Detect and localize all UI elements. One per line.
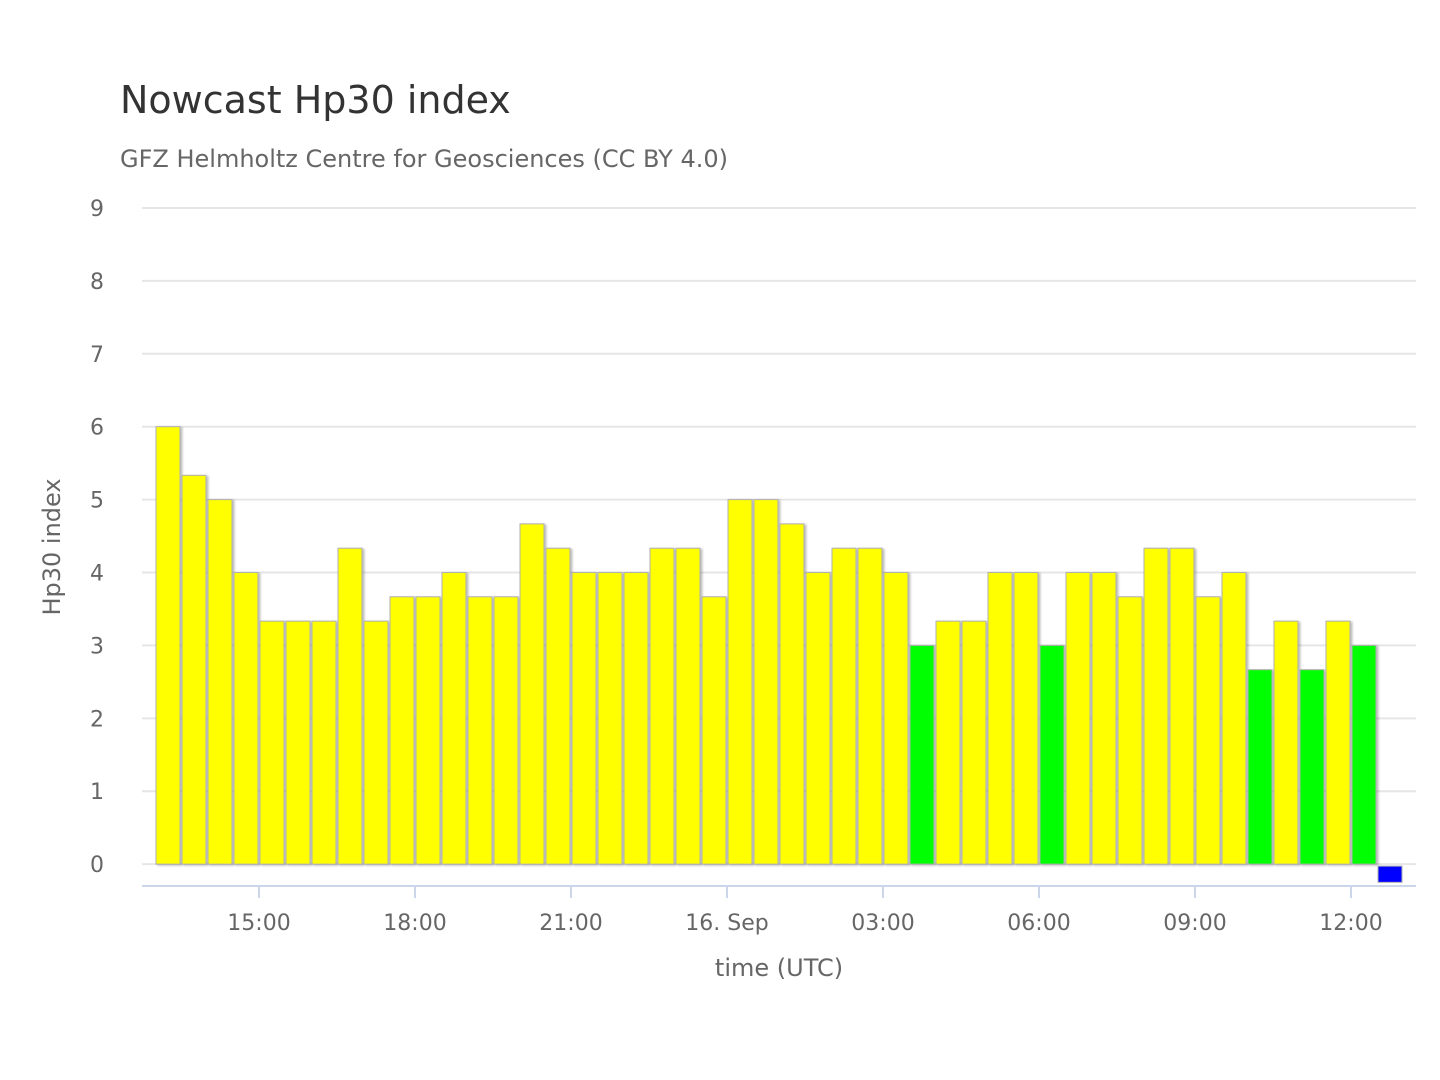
bar [259, 620, 285, 865]
bar [1065, 572, 1091, 865]
bar [1247, 669, 1273, 865]
y-tick-label: 6 [90, 416, 104, 441]
bar [1117, 596, 1143, 865]
bar [987, 572, 1013, 865]
bar [1273, 620, 1299, 865]
bar [1221, 572, 1247, 865]
bar [493, 596, 519, 865]
x-tick-label: 06:00 [1007, 911, 1070, 936]
x-tick-label: 09:00 [1163, 911, 1226, 936]
bar [1195, 596, 1221, 865]
y-tick-label: 8 [90, 270, 104, 295]
x-tick-label: 16. Sep [685, 911, 768, 936]
y-tick-label: 7 [90, 343, 104, 368]
bar [1143, 547, 1169, 865]
bar [441, 572, 467, 865]
bar [831, 547, 857, 865]
bar [311, 620, 337, 865]
x-tick-label: 03:00 [851, 911, 914, 936]
bar [649, 547, 675, 865]
bar [675, 547, 701, 865]
chart-subtitle: GFZ Helmholtz Centre for Geosciences (CC… [120, 145, 729, 173]
y-tick-label: 3 [90, 634, 104, 659]
bar [883, 572, 909, 865]
bar [909, 644, 935, 865]
bar [571, 572, 597, 865]
x-tick-label: 12:00 [1319, 911, 1382, 936]
bar [285, 620, 311, 865]
bar [961, 620, 987, 865]
y-tick-label: 1 [90, 780, 104, 805]
bar [779, 523, 805, 865]
bar [1351, 644, 1377, 865]
bar [181, 474, 207, 865]
y-tick-label: 9 [90, 197, 104, 222]
bar [1169, 547, 1195, 865]
bar [701, 596, 727, 865]
y-tick-label: 0 [90, 853, 104, 878]
x-tick-label: 15:00 [227, 911, 290, 936]
y-tick-label: 4 [90, 562, 104, 587]
bar [597, 572, 623, 865]
y-axis-label: Hp30 index [38, 478, 66, 615]
bar [233, 572, 259, 865]
bar [415, 596, 441, 865]
bar [1377, 865, 1403, 883]
bar [727, 499, 753, 865]
y-tick-label: 5 [90, 489, 104, 514]
bar [857, 547, 883, 865]
chart-title: Nowcast Hp30 index [120, 78, 511, 122]
bar [935, 620, 961, 865]
bar [207, 499, 233, 865]
bar [1039, 644, 1065, 865]
bar [1091, 572, 1117, 865]
x-tick-label: 21:00 [539, 911, 602, 936]
y-tick-label: 2 [90, 707, 104, 732]
bar [337, 547, 363, 865]
x-axis-label: time (UTC) [715, 954, 843, 982]
bar [545, 547, 571, 865]
bar [519, 523, 545, 865]
bar [363, 620, 389, 865]
x-tick-label: 18:00 [383, 911, 446, 936]
bar [389, 596, 415, 865]
bar [155, 426, 181, 865]
bar [1299, 669, 1325, 865]
bar [1325, 620, 1351, 865]
bar [753, 499, 779, 865]
bar [467, 596, 493, 865]
bar [1013, 572, 1039, 865]
bar [623, 572, 649, 865]
bar [805, 572, 831, 865]
